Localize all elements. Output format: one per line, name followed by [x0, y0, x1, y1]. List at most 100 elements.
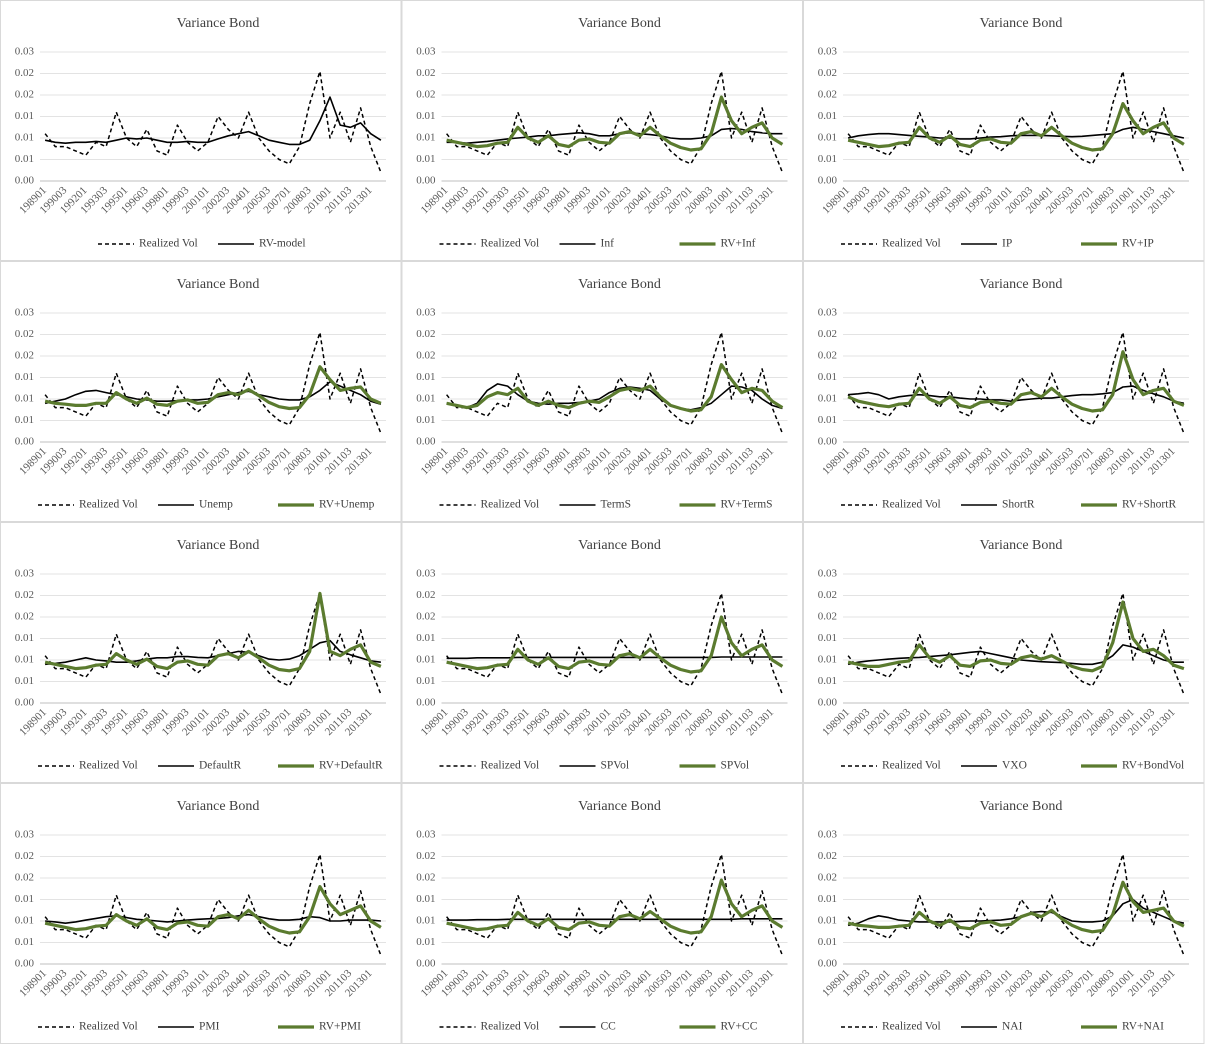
- series-line: [446, 853, 784, 956]
- legend-label: RV+Unemp: [319, 499, 375, 511]
- chart-panel: Variance Bond 0.00 0.01 0.01 0.01 0.02 0.02 0.0…: [803, 261, 1205, 522]
- series-line: [847, 600, 1185, 673]
- series-line: [44, 853, 382, 956]
- y-tick-label: 0.03: [416, 829, 436, 841]
- legend-label: RV+Inf: [721, 238, 756, 250]
- chart-panel: Variance Bond 0.00 0.01 0.01 0.01 0.02 0.02 0.0…: [803, 783, 1205, 1044]
- y-tick-label: 0.01: [416, 414, 435, 426]
- y-tick-label: 0.01: [818, 654, 837, 666]
- series-line: [847, 102, 1185, 152]
- y-tick-label: 0.01: [416, 153, 435, 165]
- chart-title: Variance Bond: [980, 799, 1063, 814]
- series-line: [446, 363, 784, 413]
- y-tick-label: 0.03: [818, 829, 838, 841]
- y-tick-label: 0.01: [818, 110, 837, 122]
- y-tick-label: 0.02: [818, 350, 837, 362]
- legend-label: TermS: [601, 499, 632, 511]
- legend-label: Inf: [601, 238, 615, 250]
- y-tick-label: 0.02: [15, 67, 34, 79]
- y-tick-label: 0.00: [15, 175, 35, 187]
- chart-title: Variance Bond: [578, 277, 661, 292]
- legend-label: RV+CC: [721, 1021, 758, 1033]
- y-tick-label: 0.02: [416, 611, 435, 623]
- series-line: [44, 591, 382, 673]
- y-tick-label: 0.02: [416, 328, 435, 340]
- y-tick-label: 0.02: [818, 611, 837, 623]
- y-tick-label: 0.02: [818, 89, 837, 101]
- y-tick-label: 0.02: [818, 872, 837, 884]
- series-line: [44, 70, 382, 173]
- y-tick-label: 0.02: [15, 89, 34, 101]
- y-tick-label: 0.02: [15, 350, 34, 362]
- y-tick-label: 0.02: [15, 589, 34, 601]
- series-line: [847, 853, 1185, 956]
- y-tick-label: 0.02: [416, 67, 435, 79]
- y-tick-label: 0.02: [416, 872, 435, 884]
- y-tick-label: 0.01: [15, 153, 34, 165]
- y-tick-label: 0.02: [818, 850, 837, 862]
- y-tick-label: 0.01: [416, 632, 435, 644]
- legend-label: NAI: [1002, 1021, 1023, 1033]
- panel-border: [803, 261, 1205, 522]
- y-tick-label: 0.02: [416, 89, 435, 101]
- series-line: [446, 95, 784, 152]
- chart-title: Variance Bond: [980, 277, 1063, 292]
- y-tick-label: 0.00: [15, 958, 35, 970]
- y-tick-label: 0.01: [818, 936, 837, 948]
- y-tick-label: 0.02: [416, 589, 435, 601]
- y-tick-label: 0.01: [818, 893, 837, 905]
- y-tick-label: 0.01: [416, 110, 435, 122]
- legend-label: DefaultR: [199, 760, 241, 772]
- y-tick-label: 0.02: [15, 850, 34, 862]
- chart-panel: Variance Bond 0.00 0.01 0.01 0.01 0.02 0.02 0.0…: [803, 522, 1205, 783]
- panel-border: [401, 261, 803, 522]
- y-tick-label: 0.01: [416, 915, 435, 927]
- legend-label: RV+IP: [1122, 238, 1154, 250]
- y-tick-label: 0.01: [416, 675, 435, 687]
- legend-label: CC: [601, 1021, 617, 1033]
- y-tick-label: 0.00: [15, 436, 35, 448]
- series-line: [44, 331, 382, 434]
- y-tick-label: 0.02: [818, 67, 837, 79]
- series-line: [847, 592, 1185, 695]
- legend-label: Realized Vol: [882, 760, 941, 772]
- chart-title: Variance Bond: [177, 799, 260, 814]
- chart-panel: Variance Bond 0.00 0.01 0.01 0.01 0.02 0.02 0.0…: [401, 783, 803, 1044]
- legend-label: PMI: [199, 1021, 220, 1033]
- legend-label: RV+ShortR: [1122, 499, 1176, 511]
- y-tick-label: 0.01: [15, 936, 34, 948]
- chart-title: Variance Bond: [980, 16, 1063, 31]
- series-line: [847, 70, 1185, 173]
- chart-title: Variance Bond: [177, 277, 260, 292]
- panel-border: [803, 783, 1205, 1044]
- y-tick-label: 0.00: [818, 175, 838, 187]
- legend-label: RV+TermS: [721, 499, 773, 511]
- series-line: [446, 592, 784, 695]
- series-line: [446, 656, 783, 660]
- chart-panel: Variance Bond 0.00 0.01 0.01 0.01 0.02 0.02 0.0…: [401, 0, 803, 261]
- panel-border: [0, 261, 402, 522]
- chart-panel: Variance Bond 0.00 0.01 0.01 0.01 0.02 0.02 0.0…: [401, 261, 803, 522]
- y-tick-label: 0.03: [818, 307, 838, 319]
- legend-label: ShortR: [1002, 499, 1035, 511]
- y-tick-label: 0.02: [15, 328, 34, 340]
- y-tick-label: 0.00: [818, 697, 838, 709]
- legend-label: RV-model: [259, 238, 306, 250]
- y-tick-label: 0.01: [15, 675, 34, 687]
- y-tick-label: 0.02: [15, 872, 34, 884]
- y-tick-label: 0.01: [818, 414, 837, 426]
- series-line: [45, 639, 382, 666]
- y-tick-label: 0.00: [416, 436, 436, 448]
- y-tick-label: 0.01: [416, 654, 435, 666]
- panel-border: [0, 783, 402, 1044]
- y-tick-label: 0.01: [818, 153, 837, 165]
- legend-label: RV+BondVol: [1122, 760, 1184, 772]
- legend-label: Realized Vol: [79, 760, 138, 772]
- y-tick-label: 0.01: [15, 393, 34, 405]
- y-tick-label: 0.03: [818, 568, 838, 580]
- legend-label: SPVol: [721, 760, 750, 772]
- panel-border: [401, 0, 803, 261]
- y-tick-label: 0.01: [818, 915, 837, 927]
- y-tick-label: 0.01: [818, 632, 837, 644]
- y-tick-label: 0.01: [818, 371, 837, 383]
